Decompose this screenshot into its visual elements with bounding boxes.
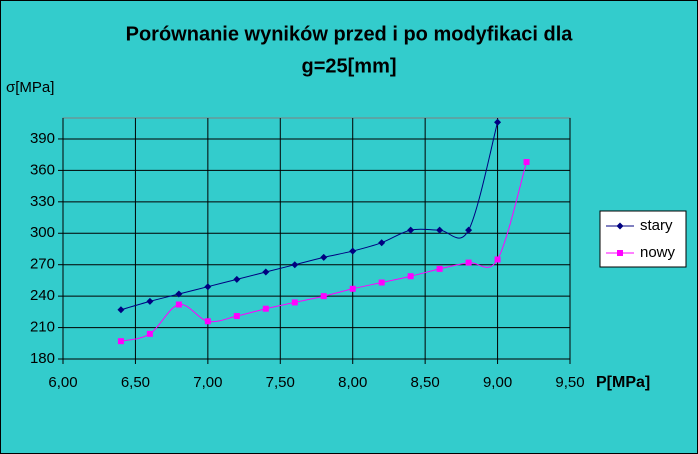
data-point bbox=[436, 265, 443, 272]
x-tick-label: 7,50 bbox=[266, 374, 295, 391]
x-tick-label: 6,00 bbox=[48, 374, 77, 391]
data-point bbox=[320, 293, 327, 300]
data-point bbox=[523, 159, 530, 166]
y-tick-label: 300 bbox=[30, 224, 55, 241]
x-tick-label: 9,50 bbox=[555, 374, 584, 391]
data-point bbox=[378, 239, 386, 247]
data-point bbox=[117, 306, 125, 314]
legend-label: nowy bbox=[640, 244, 676, 261]
chart-title: Porównanie wyników przed i po modyfikaci… bbox=[126, 23, 574, 45]
data-point bbox=[175, 301, 182, 308]
legend-label: stary bbox=[640, 217, 673, 234]
y-tick-label: 330 bbox=[30, 193, 55, 210]
x-tick-label: 6,50 bbox=[121, 374, 150, 391]
data-point bbox=[233, 275, 241, 283]
data-point bbox=[494, 256, 501, 263]
y-tick-label: 270 bbox=[30, 256, 55, 273]
data-point bbox=[349, 285, 356, 292]
legend-box bbox=[599, 210, 687, 268]
x-tick-label: 8,50 bbox=[411, 374, 440, 391]
data-point bbox=[320, 253, 328, 261]
data-point bbox=[117, 338, 124, 345]
x-axis-label: P[MPa] bbox=[596, 374, 650, 391]
plot-area bbox=[62, 117, 571, 360]
data-point bbox=[146, 297, 154, 305]
data-point bbox=[262, 268, 270, 276]
y-tick-label: 210 bbox=[30, 319, 55, 336]
chart-title: g=25[mm] bbox=[301, 55, 396, 77]
y-axis-label: σ[MPa] bbox=[6, 79, 54, 96]
data-point bbox=[146, 330, 153, 337]
legend-marker bbox=[617, 250, 623, 256]
data-point bbox=[465, 226, 473, 234]
data-point bbox=[204, 318, 211, 325]
data-point bbox=[291, 261, 299, 269]
data-point bbox=[436, 226, 444, 234]
x-tick-label: 9,00 bbox=[483, 374, 512, 391]
data-point bbox=[175, 290, 183, 298]
data-point bbox=[204, 283, 212, 291]
x-tick-label: 7,00 bbox=[193, 374, 222, 391]
data-point bbox=[291, 299, 298, 306]
y-tick-label: 240 bbox=[30, 287, 55, 304]
data-point bbox=[233, 313, 240, 320]
data-point bbox=[494, 118, 502, 126]
data-point bbox=[407, 226, 415, 234]
data-point bbox=[262, 305, 269, 312]
data-point bbox=[378, 279, 385, 286]
y-tick-label: 390 bbox=[30, 130, 55, 147]
data-point bbox=[407, 273, 414, 280]
legend-marker bbox=[616, 222, 624, 230]
y-tick-label: 180 bbox=[30, 350, 55, 367]
x-tick-label: 8,00 bbox=[338, 374, 367, 391]
data-point bbox=[349, 247, 357, 255]
y-tick-label: 360 bbox=[30, 161, 55, 178]
data-point bbox=[465, 259, 472, 266]
